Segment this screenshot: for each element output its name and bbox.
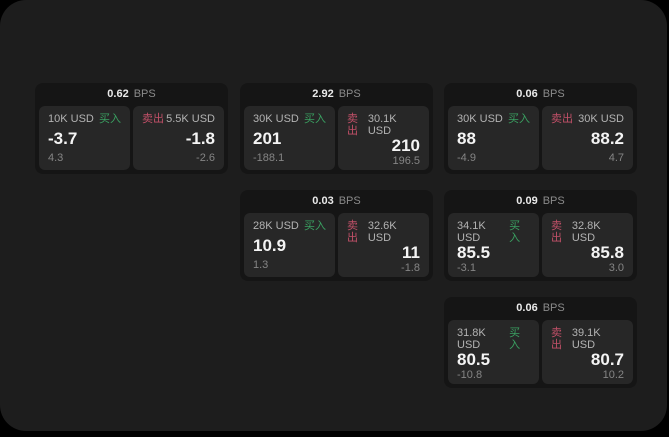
sell-price: -1.8: [185, 128, 215, 148]
buy-size-label: 10K USD: [48, 113, 94, 125]
sell-quote-panel[interactable]: 卖出 5.5K USD -1.8 -2.6: [133, 106, 224, 170]
buy-price: 85.5: [457, 243, 491, 262]
buy-price: 201: [253, 128, 282, 148]
spread-bps-value: 0.62: [107, 88, 129, 100]
spread-header: 0.09 BPS: [444, 190, 637, 213]
sell-price: 210: [391, 136, 420, 155]
spread-bps-value: 2.92: [312, 88, 334, 100]
bps-unit-label: BPS: [542, 302, 565, 314]
spread-header: 2.92 BPS: [240, 83, 433, 106]
sell-side-tag: 卖出: [551, 327, 562, 351]
buy-quote-panel[interactable]: 30K USD 买入 201 -188.1: [244, 106, 335, 170]
buy-quote-panel[interactable]: 30K USD 买入 88 -4.9: [448, 106, 539, 170]
buy-change-value: 4.3: [48, 152, 64, 164]
buy-price: 10.9: [253, 235, 287, 255]
sell-change-value: 4.7: [608, 152, 624, 164]
sell-price: 88.2: [590, 128, 624, 148]
sell-quote-panel[interactable]: 卖出 30.1K USD 210 196.5: [338, 106, 429, 170]
sell-quote-panel[interactable]: 卖出 32.8K USD 85.8 3.0: [542, 213, 633, 277]
spread-bps-value: 0.09: [516, 195, 538, 207]
spread-header: 0.06 BPS: [444, 297, 637, 320]
bps-unit-label: BPS: [133, 88, 156, 100]
buy-side-tag: 买入: [509, 327, 521, 351]
sell-size-label: 39.1K USD: [571, 327, 601, 351]
sell-quote-panel[interactable]: 卖出 32.6K USD 11 -1.8: [338, 213, 429, 277]
bps-unit-label: BPS: [338, 88, 361, 100]
sell-size-label: 30.1K USD: [367, 113, 397, 137]
sell-quote-panel[interactable]: 卖出 30K USD 88.2 4.7: [542, 106, 633, 170]
sell-change-value: 10.2: [602, 369, 624, 381]
buy-side-tag: 买入: [508, 113, 530, 125]
bps-unit-label: BPS: [338, 195, 361, 207]
sell-side-tag: 卖出: [347, 113, 358, 137]
buy-change-value: -3.1: [457, 262, 476, 274]
quote-card: 2.92 BPS 30K USD 买入 201 -188.1 卖出 30.1K …: [240, 83, 433, 174]
buy-side-tag: 买入: [304, 113, 326, 125]
spread-bps-value: 0.06: [516, 88, 538, 100]
buy-quote-panel[interactable]: 28K USD 买入 10.9 1.3: [244, 213, 335, 277]
buy-quote-panel[interactable]: 34.1K USD 买入 85.5 -3.1: [448, 213, 539, 277]
sell-change-value: 196.5: [392, 155, 420, 167]
quote-card: 0.03 BPS 28K USD 买入 10.9 1.3 卖出 32.6K US…: [240, 190, 433, 281]
buy-side-tag: 买入: [99, 113, 121, 125]
sell-size-label: 30K USD: [578, 113, 624, 125]
spread-bps-value: 0.03: [312, 195, 334, 207]
sell-change-value: 3.0: [608, 262, 624, 274]
sell-quote-panel[interactable]: 卖出 39.1K USD 80.7 10.2: [542, 320, 633, 384]
buy-size-label: 30K USD: [253, 113, 299, 125]
buy-price: 80.5: [457, 350, 491, 369]
buy-quote-panel[interactable]: 10K USD 买入 -3.7 4.3: [39, 106, 130, 170]
buy-size-label: 28K USD: [253, 220, 299, 232]
quote-card: 0.06 BPS 31.8K USD 买入 80.5 -10.8 卖出 39.1…: [444, 297, 637, 388]
sell-change-value: -2.6: [196, 152, 215, 164]
sell-side-tag: 卖出: [347, 220, 358, 244]
buy-side-tag: 买入: [304, 220, 326, 232]
buy-size-label: 31.8K USD: [457, 327, 486, 351]
sell-size-label: 32.8K USD: [571, 220, 601, 244]
buy-size-label: 34.1K USD: [457, 220, 486, 244]
quote-card: 0.09 BPS 34.1K USD 买入 85.5 -3.1 卖出 32.8K…: [444, 190, 637, 281]
sell-price: 11: [402, 243, 420, 262]
spread-bps-value: 0.06: [516, 302, 538, 314]
bps-unit-label: BPS: [542, 88, 565, 100]
buy-size-label: 30K USD: [457, 113, 503, 125]
sell-size-label: 32.6K USD: [367, 220, 397, 244]
buy-price: 88: [457, 128, 476, 148]
quote-card: 0.06 BPS 30K USD 买入 88 -4.9 卖出 30K USD 8…: [444, 83, 637, 174]
sell-change-value: -1.8: [401, 262, 420, 274]
buy-quote-panel[interactable]: 31.8K USD 买入 80.5 -10.8: [448, 320, 539, 384]
sell-size-label: 5.5K USD: [166, 113, 215, 125]
spread-header: 0.03 BPS: [240, 190, 433, 213]
sell-price: 80.7: [590, 350, 624, 369]
buy-change-value: -188.1: [253, 152, 285, 164]
buy-change-value: 1.3: [253, 259, 269, 271]
buy-change-value: -4.9: [457, 152, 476, 164]
buy-change-value: -10.8: [457, 369, 483, 381]
spread-header: 0.06 BPS: [444, 83, 637, 106]
quote-card: 0.62 BPS 10K USD 买入 -3.7 4.3 卖出 5.5K USD…: [35, 83, 228, 174]
sell-side-tag: 卖出: [551, 220, 562, 244]
sell-side-tag: 卖出: [551, 113, 573, 125]
buy-price: -3.7: [48, 128, 78, 148]
sell-price: 85.8: [590, 243, 624, 262]
buy-side-tag: 买入: [509, 220, 521, 244]
sell-side-tag: 卖出: [142, 113, 164, 125]
spread-header: 0.62 BPS: [35, 83, 228, 106]
bps-unit-label: BPS: [542, 195, 565, 207]
